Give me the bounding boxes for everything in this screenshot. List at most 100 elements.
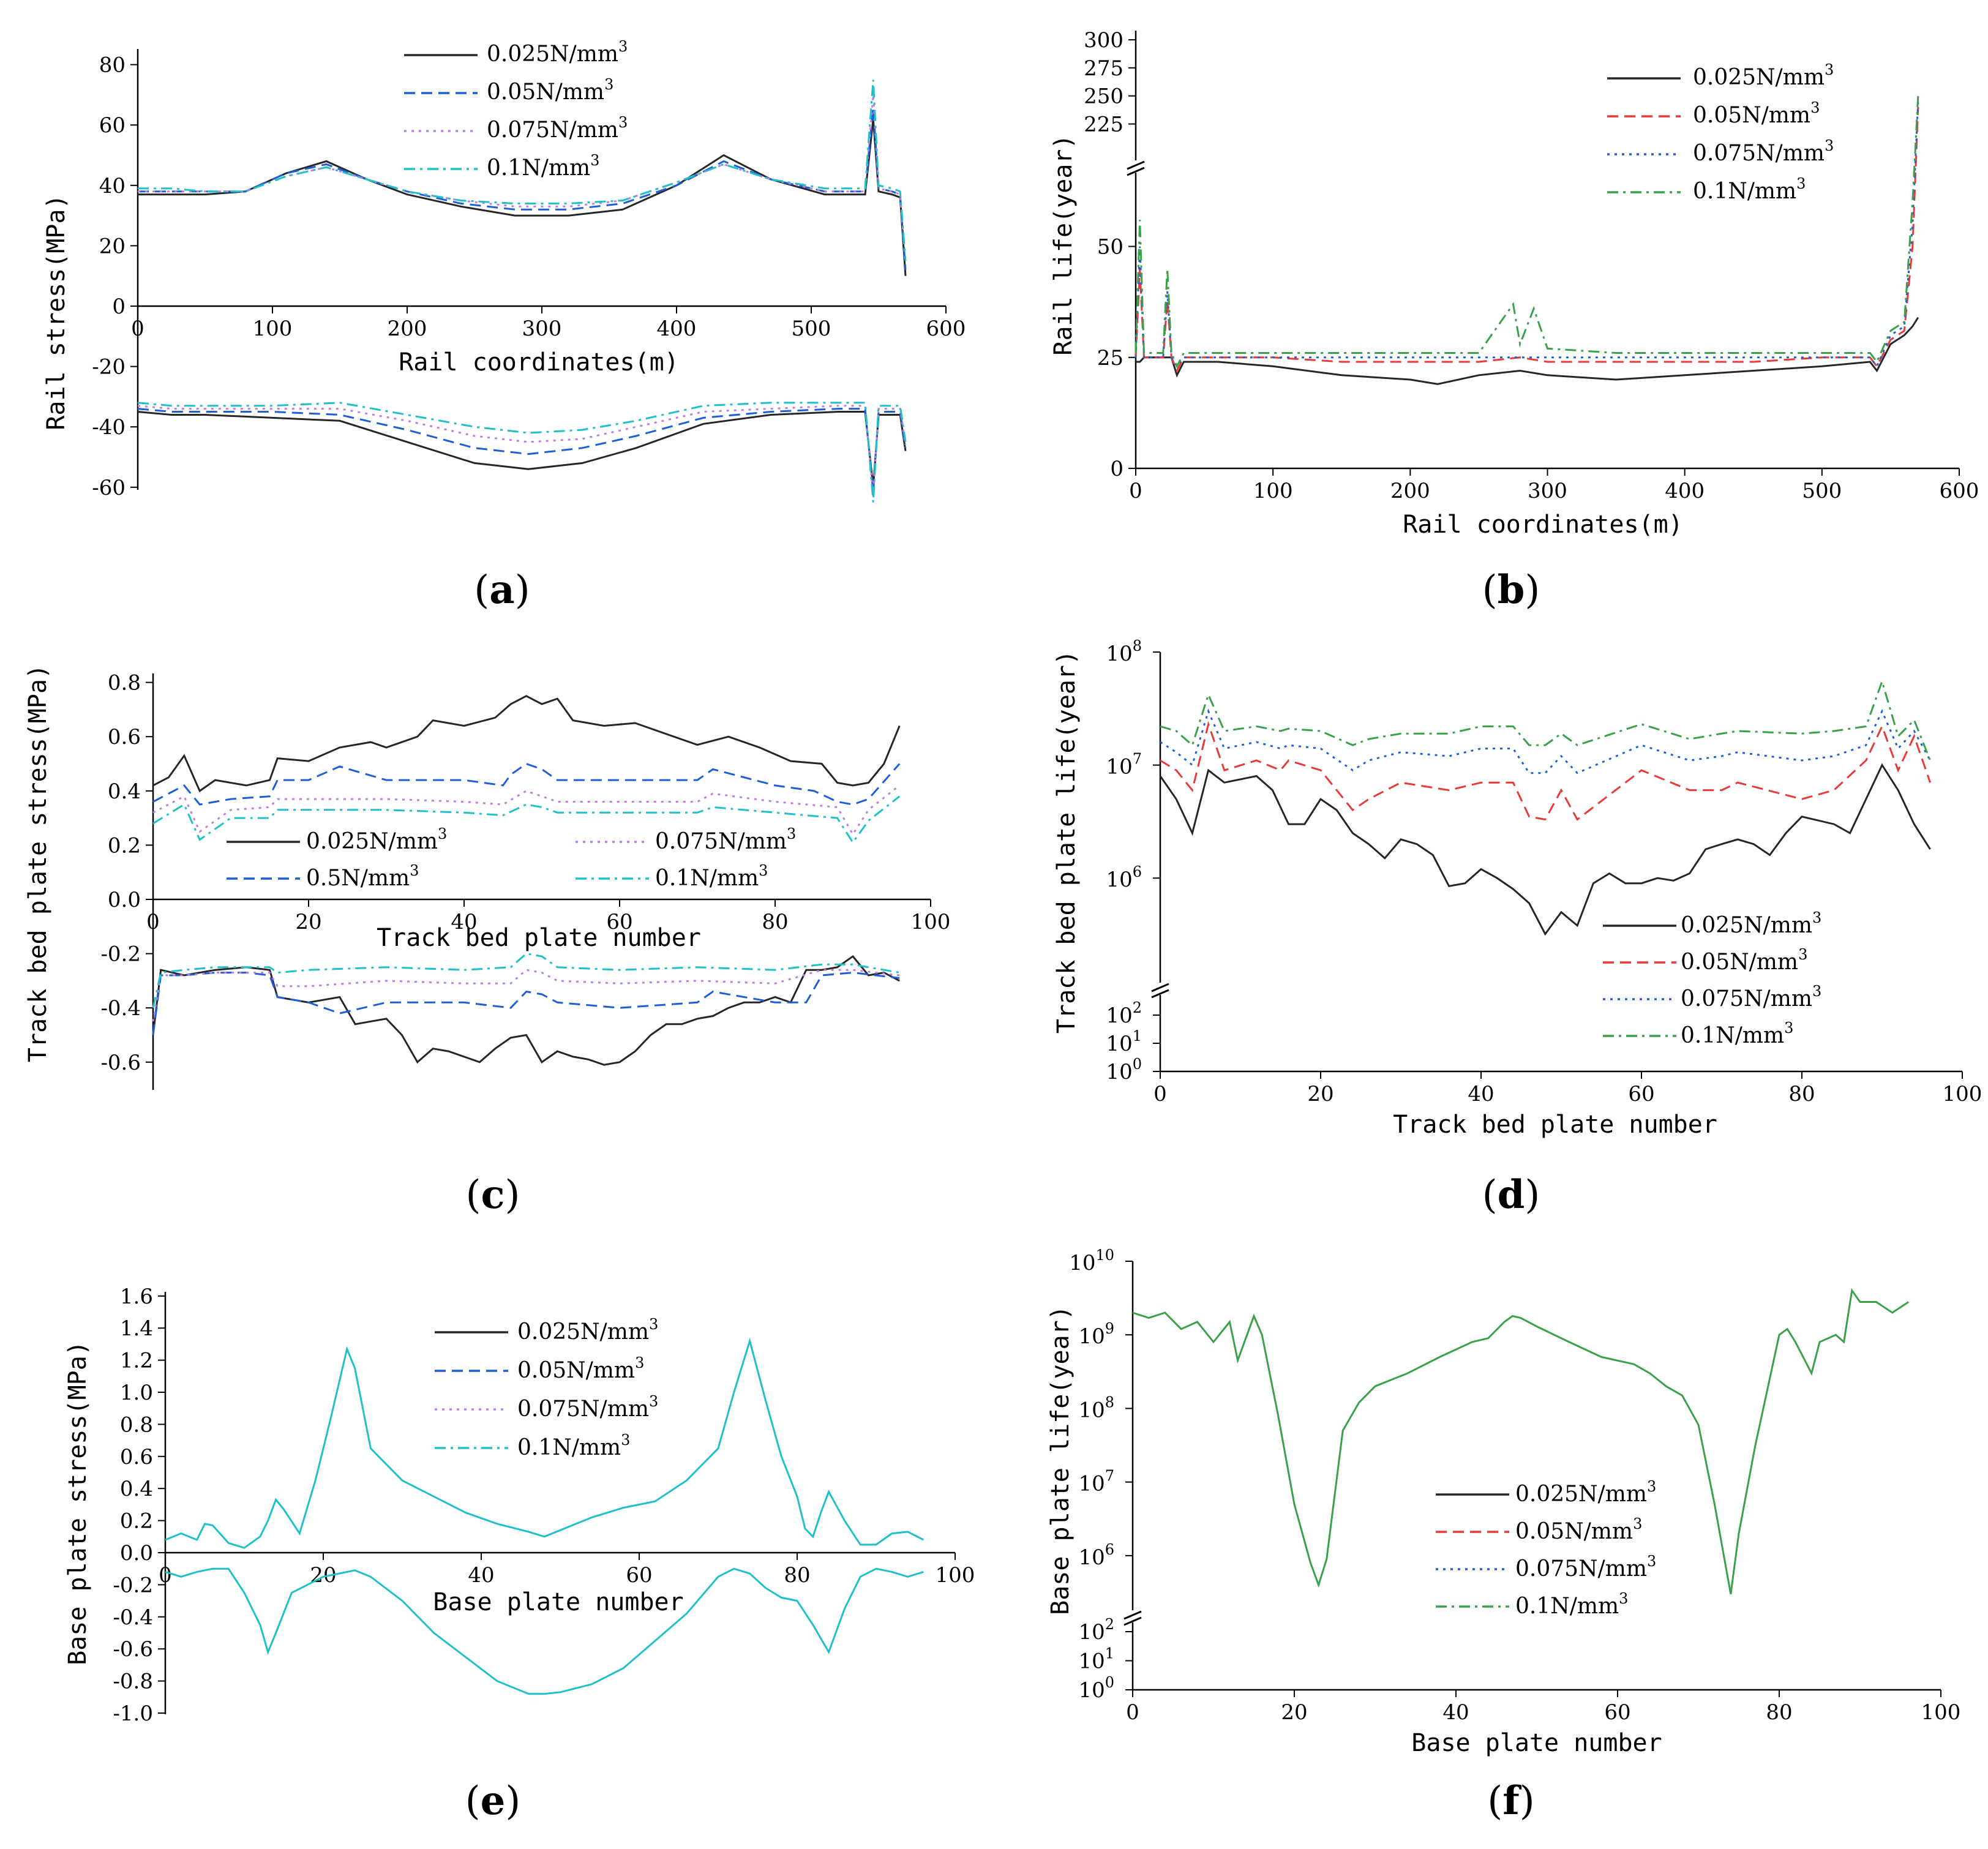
x-tick-label-b-3: 300 (1528, 479, 1567, 503)
y-axis-label-a: Rail stress(MPa) (42, 194, 70, 430)
x-tick-label-a-1: 100 (253, 317, 293, 341)
x-tick-label-e-3: 60 (626, 1563, 652, 1588)
y-axis-label-b: Rail life(year) (1049, 134, 1078, 355)
x-tick-label-f-3: 60 (1604, 1700, 1630, 1725)
series-line-a-7 (137, 402, 907, 503)
panel-label-f: (f) (1487, 1778, 1534, 1824)
series-line-c-7 (152, 952, 900, 1008)
axis-break-mark-b-0 (1127, 160, 1145, 170)
series-line-e-1 (165, 1567, 924, 1695)
x-tick-label-b-4: 400 (1665, 479, 1705, 503)
x-tick-label-c-5: 100 (911, 910, 951, 934)
y-tick-label-e-10: 1.0 (120, 1381, 153, 1405)
y-tick-label-a-0: -60 (92, 476, 126, 500)
x-tick-label-e-4: 80 (784, 1563, 810, 1588)
y-tick-label-e-13: 1.6 (120, 1285, 153, 1309)
y-tick-label-c-0: -0.6 (100, 1051, 141, 1075)
x-tick-label-e-0: 0 (159, 1563, 172, 1588)
legend-label-a-0: 0.025N/mm3 (487, 38, 628, 67)
x-tick-label-b-6: 600 (1940, 479, 1979, 503)
x-tick-label-f-4: 80 (1766, 1700, 1792, 1725)
y-tick-label-a-5: 40 (99, 174, 126, 198)
series-line-d-3 (1160, 678, 1931, 761)
y-tick-label-c-4: 0.2 (108, 833, 141, 858)
series-line-d-2 (1160, 708, 1931, 774)
y-tick-label-f-up-1: 107 (1078, 1468, 1114, 1496)
y-tick-label-b-low-1: 25 (1097, 346, 1123, 370)
y-tick-label-d-up-0: 106 (1106, 863, 1142, 892)
legend-label-f-0: 0.025N/mm3 (1515, 1478, 1656, 1507)
series-line-f-0 (1132, 1288, 1910, 1594)
y-tick-label-f-up-2: 108 (1078, 1393, 1114, 1422)
panel-label-d: (d) (1482, 1172, 1540, 1218)
y-tick-label-a-6: 60 (99, 113, 126, 138)
y-tick-label-b-up-0: 225 (1084, 113, 1123, 137)
legend-label-d-2: 0.075N/mm3 (1681, 983, 1821, 1011)
x-tick-label-b-0: 0 (1129, 479, 1142, 503)
x-tick-label-d-5: 100 (1943, 1082, 1982, 1106)
legend-label-a-3: 0.1N/mm3 (487, 152, 599, 181)
axis-break-mark-d-0 (1151, 983, 1169, 992)
x-tick-label-d-0: 0 (1153, 1082, 1167, 1106)
y-tick-label-a-3: 0 (112, 294, 126, 319)
legend-b: 0.025N/mm3 0.05N/mm3 0.075N/mm3 0.1N/mm3 (1693, 61, 1834, 204)
y-tick-label-b-up-1: 250 (1084, 84, 1123, 109)
series-line-d-0 (1159, 763, 1931, 936)
y-tick-label-e-11: 1.2 (120, 1349, 153, 1373)
y-tick-label-e-8: 0.6 (120, 1445, 153, 1469)
y-tick-label-e-3: -0.4 (113, 1605, 153, 1630)
series-line-c-0 (152, 695, 901, 793)
x-tick-label-a-3: 300 (522, 317, 562, 341)
x-tick-label-d-3: 60 (1628, 1082, 1654, 1106)
y-tick-label-f-low-0: 100 (1078, 1674, 1114, 1703)
legend-label-d-1: 0.05N/mm3 (1681, 946, 1807, 975)
x-tick-label-c-3: 60 (606, 910, 632, 934)
x-axis-label-c: Track bed plate number (377, 924, 701, 952)
y-tick-label-f-up-0: 106 (1078, 1541, 1114, 1570)
y-axis-label-e: Base plate stress(MPa) (64, 1341, 92, 1665)
y-axis-label-d: Track bed plate life(year) (1052, 650, 1081, 1033)
x-axis-label-e: Base plate number (433, 1588, 683, 1616)
legend-label-c-0: 0.025N/mm3 (306, 825, 447, 854)
legend-label-f-1: 0.05N/mm3 (1515, 1515, 1642, 1544)
x-tick-label-e-5: 100 (936, 1563, 975, 1588)
legend-a: 0.025N/mm3 0.05N/mm3 0.075N/mm3 0.1N/mm3 (487, 38, 628, 181)
y-tick-label-f-low-2: 102 (1078, 1616, 1114, 1645)
y-tick-label-c-2: -0.2 (100, 942, 141, 967)
y-tick-label-f-up-4: 1010 (1069, 1247, 1114, 1275)
panel-label-e: (e) (465, 1778, 521, 1824)
y-tick-label-b-up-2: 275 (1084, 56, 1123, 81)
legend-label-b-2: 0.075N/mm3 (1693, 137, 1834, 166)
x-tick-label-c-1: 20 (295, 910, 321, 934)
x-tick-label-a-5: 500 (792, 317, 831, 341)
y-tick-label-d-low-0: 100 (1106, 1056, 1142, 1084)
y-tick-label-c-7: 0.8 (108, 671, 141, 696)
legend-label-d-3: 0.1N/mm3 (1681, 1019, 1793, 1048)
legend-label-f-3: 0.1N/mm3 (1515, 1590, 1628, 1619)
x-tick-label-d-2: 40 (1468, 1082, 1494, 1106)
x-tick-label-c-2: 40 (451, 910, 477, 934)
chart-panel-f: Base plate life(year) Base plate number … (1046, 1247, 1960, 1824)
y-tick-label-e-0: -1.0 (113, 1701, 153, 1726)
legend-label-a-1: 0.05N/mm3 (487, 76, 613, 105)
y-tick-label-a-4: 20 (99, 234, 126, 258)
series-line-b-0 (1136, 317, 1919, 385)
y-tick-label-a-1: -40 (92, 415, 126, 440)
panel-label-c: (c) (466, 1172, 520, 1218)
legend-label-d-0: 0.025N/mm3 (1681, 909, 1821, 938)
y-tick-label-d-up-2: 108 (1106, 637, 1142, 666)
y-tick-label-a-7: 80 (99, 53, 126, 78)
x-tick-label-a-0: 0 (131, 317, 144, 341)
series-line-a-3 (138, 80, 907, 261)
x-tick-label-c-0: 0 (146, 910, 160, 934)
chart-panel-a: Rail stress(MPa) Rail coordinates(m) 0.0… (42, 38, 966, 613)
axis-break-mark-f-1 (1123, 1616, 1142, 1626)
axis-break-mark-d-1 (1151, 989, 1169, 999)
legend-label-b-0: 0.025N/mm3 (1693, 61, 1834, 90)
y-tick-label-e-7: 0.4 (120, 1477, 153, 1501)
legend-label-c-3: 0.1N/mm3 (655, 862, 768, 891)
y-tick-label-e-12: 1.4 (120, 1316, 153, 1341)
series-line-c-3 (152, 795, 901, 844)
panel-label-b: (b) (1482, 567, 1540, 613)
